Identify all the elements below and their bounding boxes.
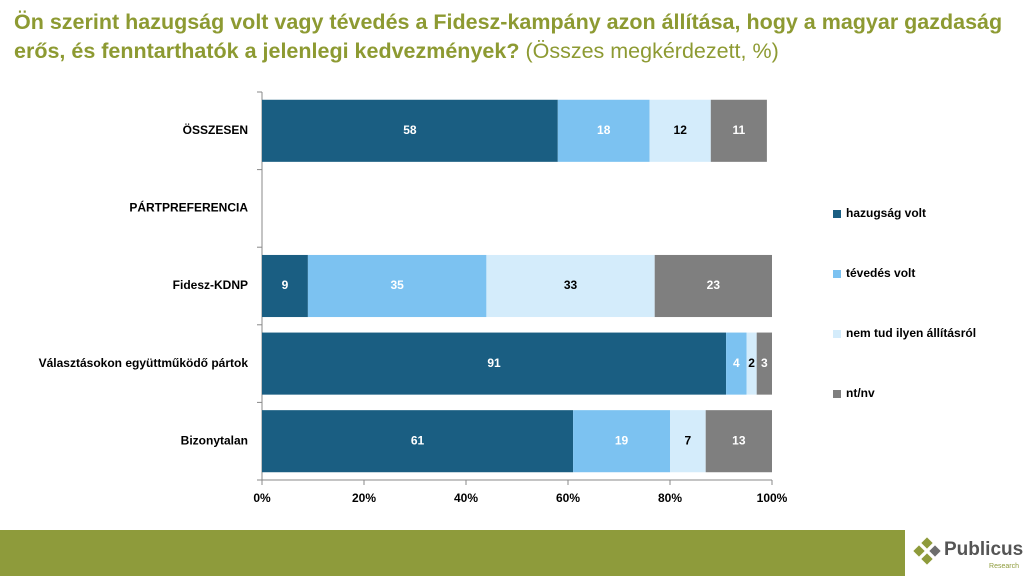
data-label: 33 [564,278,578,292]
chart-title-block: Ön szerint hazugság volt vagy tévedés a … [14,8,1014,66]
x-tick-label: 100% [757,491,788,505]
data-label: 35 [390,278,404,292]
chart-title: Ön szerint hazugság volt vagy tévedés a … [14,10,1003,63]
legend-label: hazugság volt [846,206,926,220]
bar-segment [746,332,757,395]
data-label: 9 [282,278,289,292]
bar-segment [710,99,767,162]
data-label: 13 [732,433,746,447]
bar-segment [705,410,772,473]
data-label: 18 [597,123,611,137]
bar-segment [486,254,655,318]
legend-swatch [833,210,841,218]
logo-tagline: Research [989,563,1019,570]
legend-label: tévedés volt [846,266,915,280]
bar-segment [573,410,670,473]
data-label: 4 [733,356,740,370]
category-label: Bizonytalan [181,433,248,447]
bar-segment [649,99,711,162]
x-tick-label: 20% [352,491,376,505]
logo-name: Publicus [944,539,1023,560]
footer-band [0,530,905,576]
category-label: ÖSSZESEN [183,122,248,137]
x-tick-label: 60% [556,491,580,505]
x-tick-label: 80% [658,491,682,505]
category-label: PÁRTPREFERENCIA [129,200,248,215]
bar-segment [262,332,727,395]
logo-icon [913,537,941,565]
bar-segment [262,99,558,162]
category-label: Fidesz-KDNP [173,278,248,292]
data-label: 7 [685,433,692,447]
category-label: Választásokon együttműködő pártok [39,356,249,370]
data-label: 19 [615,433,629,447]
data-label: 23 [707,278,721,292]
data-label: 2 [748,356,755,370]
legend-swatch [833,270,841,278]
x-tick-label: 0% [253,491,271,505]
data-label: 3 [761,356,768,370]
bar-segment [262,410,574,473]
bar-segment [557,99,650,162]
data-label: 91 [487,356,501,370]
legend-swatch [833,330,841,338]
legend-label: nt/nv [846,386,875,400]
bar-segment [654,254,772,318]
bar-segment [670,410,706,473]
data-label: 11 [733,123,746,137]
bar-segment [262,254,308,318]
data-label: 58 [403,123,417,137]
legend-label: nem tud ilyen állításról [846,326,976,340]
bar-segment [726,332,747,395]
bar-segment [307,254,487,318]
legend-swatch [833,390,841,398]
chart-subtitle: (Összes megkérdezett, %) [525,39,779,63]
data-label: 61 [411,433,425,447]
bar-segment [756,332,772,395]
x-tick-label: 40% [454,491,478,505]
data-label: 12 [674,123,688,137]
